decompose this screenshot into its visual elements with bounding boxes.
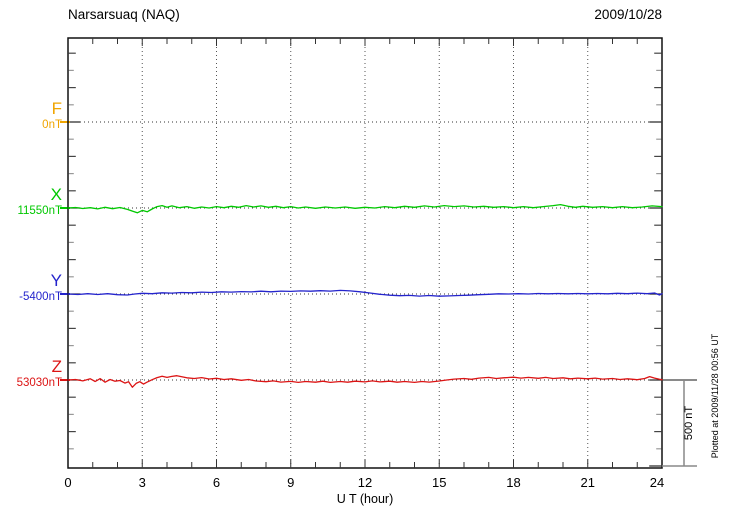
trace-Y: [67, 289, 663, 297]
series-letter-F: F: [51, 99, 62, 118]
x-tick-label-0: 0: [64, 475, 72, 490]
plot-date: 2009/10/28: [594, 7, 662, 22]
series-label-Y: Y -5400nT: [0, 272, 62, 304]
series-baseline-value-Y: -5400nT: [19, 291, 62, 303]
x-tick-label-18: 18: [506, 475, 521, 490]
series-letter-X: X: [50, 185, 62, 204]
series-baseline-value-X: 11550nT: [17, 205, 62, 217]
series-baseline-value-Z: 53030nT: [16, 377, 62, 389]
x-tick-label-24: 24: [649, 475, 665, 490]
trace-X: [67, 203, 663, 214]
x-tick-label-15: 15: [432, 475, 447, 490]
x-tick-label-6: 6: [212, 475, 221, 490]
trace-Z: [67, 375, 663, 388]
series-label-Z: Z 53030nT: [0, 358, 62, 390]
x-tick-label-12: 12: [357, 475, 373, 490]
station-title: Narsarsuaq (NAQ): [68, 7, 180, 22]
x-axis-title: U T (hour): [336, 492, 394, 506]
plot-frame: [67, 37, 663, 469]
scale-bar-label: 500 nT: [683, 405, 695, 441]
x-tick-label-3: 3: [138, 475, 146, 490]
series-label-X: X 11550nT: [0, 186, 62, 218]
series-letter-Z: Z: [51, 357, 62, 376]
series-baseline-value-F: 0nT: [42, 119, 62, 131]
series-label-F: F 0nT: [0, 100, 62, 132]
x-tick-label-21: 21: [580, 475, 595, 490]
plotted-timestamp-note: Plotted at 2009/11/28 00:56 UT: [710, 333, 720, 459]
x-tick-label-9: 9: [287, 475, 295, 490]
series-letter-Y: Y: [50, 271, 62, 290]
